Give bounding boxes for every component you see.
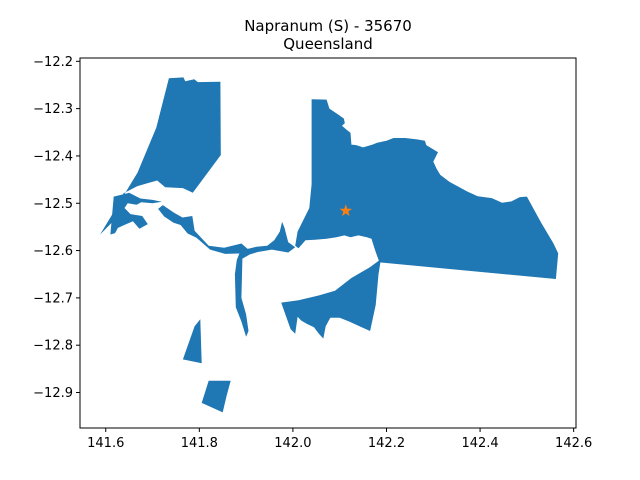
x-tick-label: 142.0	[274, 436, 311, 451]
y-tick-label: −12.8	[33, 339, 73, 354]
chart-title: Napranum (S) - 35670	[244, 17, 412, 35]
y-tick-label: −12.5	[33, 197, 73, 212]
region-south-east	[281, 259, 381, 339]
marker-layer	[339, 204, 352, 217]
region-west-lower	[110, 192, 162, 235]
axes-frame	[79, 57, 577, 429]
region-main-east	[295, 99, 559, 279]
x-tick-label: 142.4	[461, 436, 498, 451]
chart-subtitle: Queensland	[283, 35, 372, 53]
x-tick-label: 141.6	[87, 436, 124, 451]
x-tick-label: 142.2	[368, 436, 405, 451]
x-tick-label: 142.6	[555, 436, 592, 451]
y-tick-label: −12.2	[33, 55, 73, 70]
y-tick-label: −12.7	[33, 291, 73, 306]
y-tick-label: −12.4	[33, 149, 73, 164]
region-polygons	[100, 77, 559, 413]
location-star-marker	[339, 204, 352, 217]
region-channel-spit	[158, 205, 249, 254]
region-south-mid	[182, 319, 202, 364]
region-south-tip	[201, 380, 231, 413]
x-tick-label: 141.8	[181, 436, 218, 451]
y-tick-label: −12.6	[33, 244, 73, 259]
y-tick-label: −12.9	[33, 386, 73, 401]
region-north-west	[100, 77, 221, 235]
y-axis: −12.2 −12.3 −12.4 −12.5 −12.6 −12.7 −12.8 −12.9	[33, 55, 80, 401]
y-tick-label: −12.3	[33, 102, 73, 117]
x-axis: 141.6 141.8 142.0 142.2 142.4 142.6	[87, 428, 592, 451]
region-river-bank	[234, 221, 296, 337]
